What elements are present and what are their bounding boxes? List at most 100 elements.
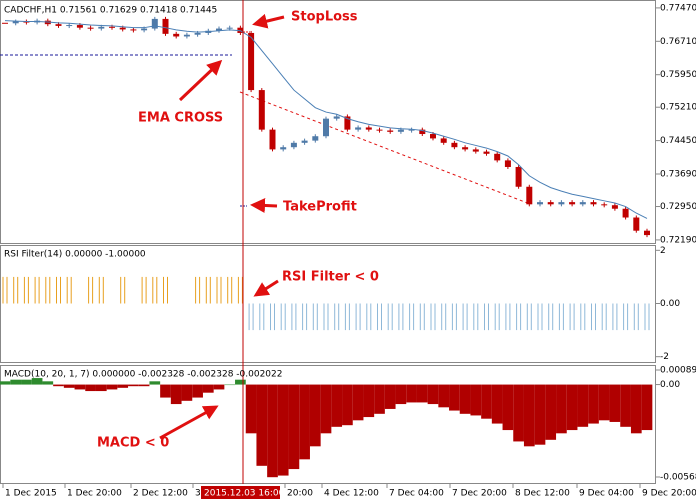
bar xyxy=(620,384,631,427)
x-tick-label: 20:00 xyxy=(287,489,313,499)
candle xyxy=(55,24,62,26)
bar xyxy=(224,384,236,386)
bar xyxy=(85,384,96,392)
bar xyxy=(160,384,171,398)
bar xyxy=(31,378,43,385)
y-tick-label: 0.00 xyxy=(660,380,680,390)
price-title: CADCHF,H1 0.71561 0.71629 0.71418 0.7144… xyxy=(4,6,217,16)
candle xyxy=(526,186,533,205)
bar xyxy=(438,384,450,408)
bar xyxy=(406,384,417,403)
bar xyxy=(523,384,535,447)
bar xyxy=(149,381,161,385)
bar xyxy=(502,384,514,431)
macd-title: MACD(10, 20, 1, 7) 0.000000 -0.002328 -0… xyxy=(4,370,282,380)
x-tick-label: 8 Dec 12:00 xyxy=(515,489,570,499)
x-tick-label: 9 Dec 20:00 xyxy=(642,489,696,499)
bar xyxy=(117,384,129,388)
bar xyxy=(267,384,278,478)
ema-line xyxy=(4,20,648,219)
x-tick-label: 1 Dec 20:00 xyxy=(67,489,122,499)
rsi-panel xyxy=(0,245,656,363)
bar xyxy=(0,381,11,385)
bar xyxy=(331,384,343,427)
rsi-title: RSI Filter(14) 0.00000 -1.00000 xyxy=(4,250,146,260)
candle xyxy=(151,18,158,29)
bar xyxy=(352,384,364,421)
candle xyxy=(387,130,394,132)
candle xyxy=(162,18,169,34)
x-tick-label: 7 Dec 04:00 xyxy=(389,489,444,499)
x-tick-label: 9 Dec 04:00 xyxy=(579,489,634,499)
y-tick-label: 0.72190 xyxy=(660,235,696,245)
bar xyxy=(588,384,599,424)
y-tick-label: -0.005688 xyxy=(660,473,696,483)
annotation: RSI Filter < 0 xyxy=(282,270,379,285)
candle xyxy=(430,134,436,139)
bar xyxy=(641,384,653,431)
candle xyxy=(98,26,105,29)
x-tick-label: 4 Dec 12:00 xyxy=(324,489,379,499)
cursor-label-bg xyxy=(201,486,280,499)
candle xyxy=(312,136,319,141)
bar xyxy=(545,384,557,440)
candle xyxy=(226,27,233,29)
y-tick-label: 0.74450 xyxy=(660,136,696,146)
x-tick-label: 1 Dec 2015 xyxy=(5,489,57,499)
bar xyxy=(213,384,225,390)
y-tick-label: 0.76710 xyxy=(660,37,696,47)
arrow xyxy=(159,405,219,440)
candle xyxy=(601,204,608,206)
bar xyxy=(416,384,428,403)
candle xyxy=(569,202,576,205)
plots: 0.77470 0.76710 0.75950 0.75210 0.74450 0.736… xyxy=(0,3,696,483)
candle xyxy=(12,21,19,24)
bar xyxy=(10,379,22,385)
bar xyxy=(106,384,118,390)
bar xyxy=(534,384,546,445)
candle xyxy=(119,27,126,30)
candle xyxy=(376,129,383,131)
bar xyxy=(192,384,203,398)
candle xyxy=(141,28,148,31)
bar xyxy=(53,384,64,387)
bar xyxy=(277,384,289,476)
candle xyxy=(290,142,297,148)
candle xyxy=(216,28,222,31)
bar xyxy=(577,384,589,427)
x-tick-label: 7 Dec 20:00 xyxy=(452,489,507,499)
y-tick-label: 0.77470 xyxy=(660,3,696,13)
bar xyxy=(598,384,610,421)
annotation: TakeProfit xyxy=(283,200,357,215)
candle xyxy=(515,166,522,187)
bar xyxy=(363,384,375,418)
bar xyxy=(427,384,439,405)
arrow xyxy=(178,59,223,102)
annotation: StopLoss xyxy=(291,10,358,25)
bar xyxy=(449,384,460,411)
candle xyxy=(130,29,137,31)
x-tick-label: 3 xyxy=(195,489,201,499)
candle xyxy=(419,129,426,135)
candle xyxy=(76,25,83,28)
bar xyxy=(299,384,310,460)
candle xyxy=(269,129,276,150)
y-tick-label: 0.72950 xyxy=(660,202,696,212)
x-tick-label: 2 Dec 12:00 xyxy=(133,489,188,499)
candle xyxy=(483,151,490,154)
candle xyxy=(622,208,629,218)
candle xyxy=(323,118,329,137)
candle xyxy=(590,202,597,205)
y-tick-label: 2 xyxy=(660,246,666,256)
candle xyxy=(579,202,586,205)
bar xyxy=(63,384,75,388)
candle xyxy=(280,147,287,150)
candle xyxy=(644,230,650,236)
candle xyxy=(173,33,180,37)
y-tick-label: -2 xyxy=(660,352,669,362)
bar xyxy=(181,384,193,401)
y-tick-label: 0.75950 xyxy=(660,70,696,80)
candle xyxy=(472,149,479,152)
bar xyxy=(459,384,471,414)
bar xyxy=(342,384,353,426)
